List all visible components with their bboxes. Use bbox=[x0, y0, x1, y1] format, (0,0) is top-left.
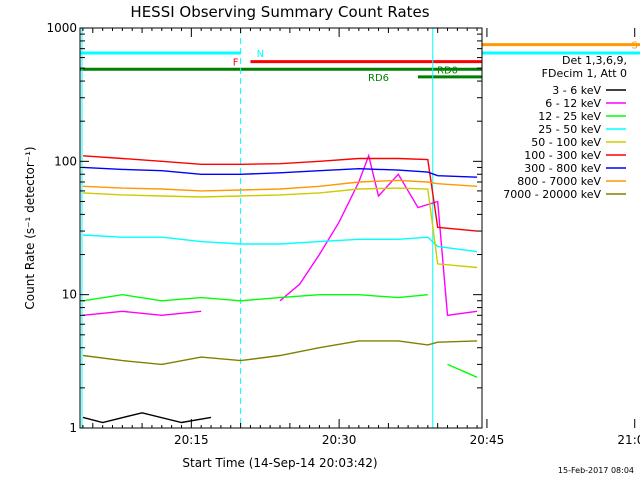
x-axis-label: Start Time (14-Sep-14 20:03:42) bbox=[182, 456, 377, 470]
legend-header-line-2: FDecim 1, Att 0 bbox=[542, 67, 627, 80]
x-tick-label: 20:30 bbox=[322, 433, 357, 447]
legend-label: 25 - 50 keV bbox=[538, 123, 601, 136]
x-tick-label: 21:00 bbox=[617, 433, 640, 447]
series-line-2-1 bbox=[447, 363, 478, 378]
legend-header-line-1: Det 1,3,6,9, bbox=[562, 54, 627, 67]
legend-label: 7000 - 20000 keV bbox=[503, 188, 601, 201]
y-tick-label: 1000 bbox=[46, 21, 77, 35]
series-line-8-0 bbox=[82, 340, 478, 366]
legend-label: 100 - 300 keV bbox=[524, 149, 601, 162]
series-line-1-0 bbox=[82, 310, 202, 317]
series-line-4-0 bbox=[82, 187, 478, 269]
legend-label: 300 - 800 keV bbox=[524, 162, 601, 175]
flag-layer: N F S RD0 RD6 bbox=[80, 41, 640, 84]
marker-layer bbox=[81, 28, 434, 428]
y-tick-label: 1 bbox=[69, 421, 77, 435]
flag-label-rd6: RD6 bbox=[368, 73, 389, 84]
series-layer bbox=[82, 153, 478, 424]
chart-title: HESSI Observing Summary Count Rates bbox=[130, 3, 429, 21]
plot-frame bbox=[79, 27, 483, 429]
flag-label-rd0: RD0 bbox=[437, 65, 458, 76]
y-axis-label: Count Rate (s⁻¹ detector⁻¹) bbox=[23, 146, 37, 309]
legend-label: 6 - 12 keV bbox=[545, 97, 601, 110]
series-line-7-0 bbox=[82, 179, 478, 192]
series-line-5-0 bbox=[82, 155, 478, 232]
footer-date: 15-Feb-2017 08:04 bbox=[558, 466, 634, 475]
flag-label-s: S bbox=[632, 41, 638, 52]
series-line-1-1 bbox=[279, 153, 478, 317]
legend-label: 12 - 25 keV bbox=[538, 110, 601, 123]
y-tick-label: 100 bbox=[54, 154, 77, 168]
series-line-3-0 bbox=[82, 234, 478, 253]
legend-label: 50 - 100 keV bbox=[531, 136, 601, 149]
x-tick-label: 20:45 bbox=[470, 433, 505, 447]
y-tick-label: 10 bbox=[62, 288, 77, 302]
legend-label: 800 - 7000 keV bbox=[517, 175, 601, 188]
series-line-2-0 bbox=[82, 293, 428, 302]
x-tick-label: 20:15 bbox=[174, 433, 209, 447]
series-line-6-0 bbox=[82, 166, 478, 178]
flag-label-f: F bbox=[233, 58, 239, 69]
legend-label: 3 - 6 keV bbox=[552, 84, 601, 97]
legend: Det 1,3,6,9, FDecim 1, Att 0 3 - 6 keV6 … bbox=[503, 54, 627, 201]
flag-label-n: N bbox=[257, 49, 264, 60]
